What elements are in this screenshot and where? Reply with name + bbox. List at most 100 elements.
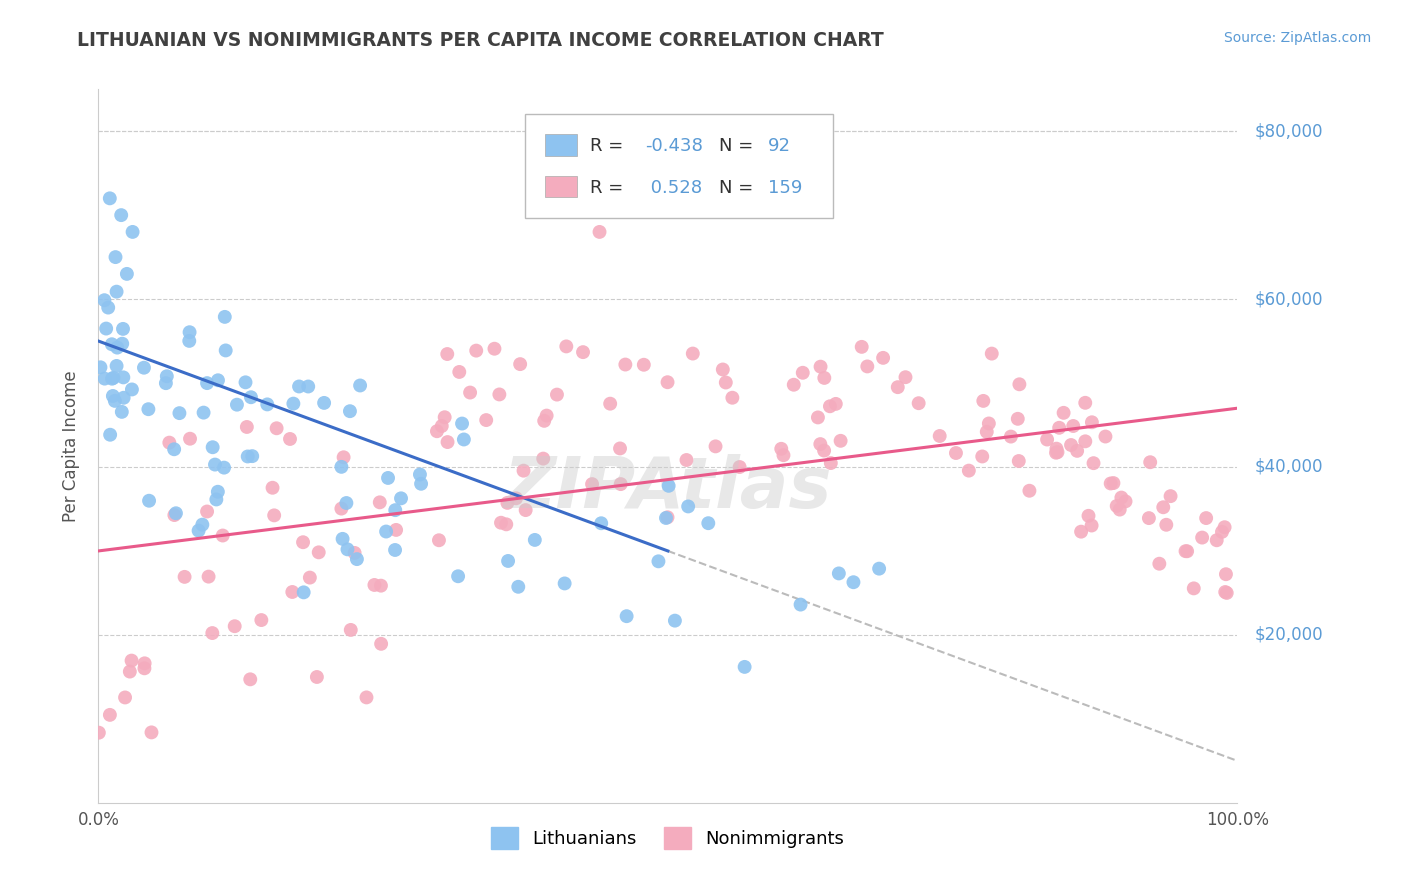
Point — [215, 343, 238, 358]
Point — [1045, 446, 1067, 460]
Point — [554, 576, 576, 591]
Point — [173, 570, 195, 584]
FancyBboxPatch shape — [546, 134, 576, 155]
Point — [1047, 421, 1070, 435]
Point — [1007, 412, 1029, 426]
Point — [436, 347, 458, 361]
Point — [349, 378, 371, 392]
Point — [256, 397, 278, 411]
Point — [1152, 500, 1174, 515]
Point — [339, 623, 361, 637]
Point — [336, 542, 359, 557]
Text: Source: ZipAtlas.com: Source: ZipAtlas.com — [1223, 31, 1371, 45]
Point — [509, 357, 531, 371]
Point — [346, 552, 368, 566]
Point — [1156, 517, 1178, 532]
Point — [377, 471, 399, 485]
Point — [1074, 396, 1097, 410]
Point — [201, 440, 224, 454]
Point — [655, 511, 678, 525]
Point — [266, 421, 288, 435]
Point — [1160, 489, 1182, 503]
Point — [770, 442, 793, 456]
Point — [205, 492, 228, 507]
Point — [339, 404, 361, 418]
Point — [616, 609, 638, 624]
Point — [156, 369, 179, 384]
Point — [197, 569, 219, 583]
Point — [599, 397, 621, 411]
Point — [111, 336, 134, 351]
Point — [830, 434, 852, 448]
Point — [588, 225, 610, 239]
Point — [1052, 406, 1074, 420]
Point — [235, 376, 257, 390]
Point — [495, 517, 517, 532]
Point — [112, 391, 135, 405]
Point — [508, 580, 530, 594]
Point — [433, 410, 456, 425]
Point — [1099, 476, 1122, 491]
Point — [169, 406, 191, 420]
Point — [1070, 524, 1092, 539]
Text: $60,000: $60,000 — [1254, 290, 1323, 308]
Point — [93, 371, 115, 385]
Point — [204, 458, 226, 472]
Point — [711, 362, 734, 376]
Point — [647, 554, 669, 568]
Point — [121, 654, 143, 668]
Point — [977, 417, 1000, 431]
Point — [1149, 557, 1171, 571]
Point — [343, 546, 366, 560]
Point — [842, 575, 865, 590]
Point — [609, 442, 631, 456]
Text: ZIPAtlas: ZIPAtlas — [503, 454, 832, 524]
Point — [98, 191, 121, 205]
Point — [195, 504, 218, 518]
Point — [451, 417, 474, 431]
Point — [1211, 524, 1233, 539]
Point — [385, 523, 408, 537]
Point — [250, 613, 273, 627]
Point — [1062, 419, 1084, 434]
Point — [1215, 567, 1237, 582]
Point — [868, 561, 890, 575]
Point — [1105, 499, 1128, 513]
Point — [496, 554, 519, 568]
FancyBboxPatch shape — [526, 114, 832, 218]
Point — [155, 376, 177, 391]
Point — [907, 396, 929, 410]
Point — [101, 389, 124, 403]
Point — [314, 396, 336, 410]
Point — [211, 528, 233, 542]
Point — [657, 375, 679, 389]
Point — [193, 406, 215, 420]
Point — [488, 387, 510, 401]
Point — [121, 383, 143, 397]
Point — [980, 346, 1002, 360]
Point — [872, 351, 894, 365]
Point — [704, 439, 727, 453]
Text: 92: 92 — [768, 137, 792, 155]
Point — [458, 385, 481, 400]
Point — [484, 342, 506, 356]
Point — [783, 377, 806, 392]
Point — [236, 450, 259, 464]
Point — [449, 365, 471, 379]
Point — [828, 566, 851, 581]
Point — [263, 508, 285, 523]
Point — [281, 585, 304, 599]
Text: $80,000: $80,000 — [1254, 122, 1323, 140]
Point — [330, 501, 353, 516]
Text: N =: N = — [718, 178, 759, 196]
Point — [165, 506, 187, 520]
Point — [1213, 585, 1236, 599]
Text: $40,000: $40,000 — [1254, 458, 1323, 476]
Point — [572, 345, 595, 359]
Point — [721, 391, 744, 405]
Point — [515, 503, 537, 517]
Point — [105, 359, 128, 373]
Point — [426, 424, 449, 438]
Text: N =: N = — [718, 137, 759, 155]
Point — [375, 524, 398, 539]
